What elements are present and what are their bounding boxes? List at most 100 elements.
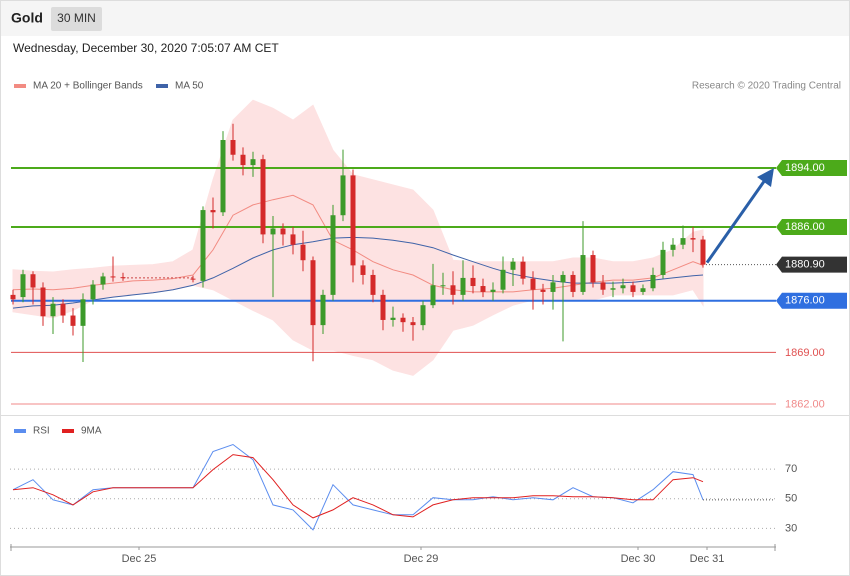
- candle-body[interactable]: [60, 303, 66, 316]
- candle-body[interactable]: [70, 315, 76, 326]
- legend-swatch: [14, 84, 26, 88]
- level-label: 1886.00: [785, 221, 825, 233]
- candle-body[interactable]: [230, 140, 236, 155]
- candle-body[interactable]: [500, 269, 506, 290]
- candle-body[interactable]: [220, 140, 226, 213]
- candle-body[interactable]: [600, 282, 606, 290]
- candle-body[interactable]: [560, 274, 566, 283]
- candle-body[interactable]: [240, 154, 246, 166]
- candle-body[interactable]: [90, 284, 96, 300]
- legend-swatch: [62, 429, 74, 433]
- candle-body[interactable]: [420, 305, 426, 326]
- current-price-tag: [776, 256, 847, 273]
- legend-label: MA 50: [175, 81, 204, 92]
- candle-body[interactable]: [50, 303, 56, 317]
- candle-body[interactable]: [650, 274, 656, 289]
- candle-body[interactable]: [110, 276, 116, 278]
- candle-body[interactable]: [290, 234, 296, 245]
- candle-body[interactable]: [580, 255, 586, 292]
- level-tag: [776, 219, 847, 236]
- y-tick-label: 50: [785, 493, 797, 505]
- candle-body[interactable]: [190, 278, 196, 280]
- candle-body[interactable]: [660, 249, 666, 275]
- candle-body[interactable]: [680, 238, 686, 245]
- candle-body[interactable]: [670, 244, 676, 250]
- candle-body[interactable]: [80, 299, 86, 326]
- candle-body[interactable]: [590, 255, 596, 283]
- x-tick-label: Dec 30: [621, 553, 656, 565]
- candle-body[interactable]: [210, 210, 216, 213]
- candle-body[interactable]: [360, 265, 366, 275]
- candle-body[interactable]: [400, 317, 406, 323]
- candle-body[interactable]: [640, 288, 646, 292]
- candle-body[interactable]: [370, 274, 376, 295]
- candle-body[interactable]: [120, 277, 126, 279]
- moving-average: [12, 194, 704, 293]
- candle-body[interactable]: [490, 289, 496, 292]
- header-bar: [1, 1, 849, 36]
- level-tag: [776, 292, 847, 309]
- candle-body[interactable]: [30, 274, 36, 288]
- y-tick-label: 30: [785, 522, 797, 534]
- candle-body[interactable]: [510, 261, 516, 270]
- candle-body[interactable]: [610, 288, 616, 290]
- x-tick-label: Dec 29: [404, 553, 439, 565]
- indicator-line: [12, 454, 704, 519]
- candle-body[interactable]: [690, 238, 696, 240]
- legend-swatch: [14, 429, 26, 433]
- legend-label: MA 20 + Bollinger Bands: [33, 81, 143, 92]
- candle-body[interactable]: [260, 159, 266, 235]
- candle-body[interactable]: [300, 244, 306, 261]
- y-tick-label: 70: [785, 463, 797, 475]
- moving-average: [12, 236, 704, 309]
- candle-body[interactable]: [620, 285, 626, 289]
- level-label: 1869.00: [785, 347, 825, 359]
- candle-body[interactable]: [270, 228, 276, 235]
- level-label: 1894.00: [785, 162, 825, 174]
- candle-body[interactable]: [250, 159, 256, 166]
- candle-body[interactable]: [320, 294, 326, 326]
- candle-body[interactable]: [380, 294, 386, 320]
- candle-body[interactable]: [540, 289, 546, 292]
- candle-body[interactable]: [340, 175, 346, 216]
- level-tag: [776, 160, 847, 177]
- current-price-label: 1880.90: [785, 259, 825, 271]
- level-label: 1876.00: [785, 295, 825, 307]
- candle-body[interactable]: [430, 285, 436, 306]
- candle-body[interactable]: [100, 276, 106, 285]
- interval-label[interactable]: 30 MIN: [57, 11, 96, 25]
- candle-body[interactable]: [460, 277, 466, 295]
- candle-body[interactable]: [470, 277, 476, 287]
- candle-body[interactable]: [280, 228, 286, 235]
- candle-body[interactable]: [530, 278, 536, 290]
- candle-body[interactable]: [350, 175, 356, 266]
- candle-body[interactable]: [20, 274, 26, 298]
- credit: Research © 2020 Trading Central: [692, 81, 841, 92]
- candle-body[interactable]: [10, 294, 16, 300]
- legend-swatch: [156, 84, 168, 88]
- interval-badge[interactable]: [51, 7, 102, 31]
- legend-label: RSI: [33, 426, 50, 437]
- candle-body[interactable]: [570, 274, 576, 292]
- candle-body[interactable]: [310, 260, 316, 326]
- candle-body[interactable]: [550, 282, 556, 292]
- candle-body[interactable]: [200, 210, 206, 281]
- candle-body[interactable]: [630, 285, 636, 292]
- candle-body[interactable]: [440, 285, 446, 287]
- candle-body[interactable]: [390, 317, 396, 320]
- forecast-arrow: [705, 179, 767, 264]
- candle-body[interactable]: [480, 286, 486, 292]
- candle-body[interactable]: [520, 261, 526, 279]
- forecast-arrowhead: [757, 168, 774, 187]
- candle-body[interactable]: [450, 285, 456, 295]
- legend-label: 9MA: [81, 426, 102, 437]
- candle-body[interactable]: [40, 287, 46, 317]
- candle-body[interactable]: [410, 322, 416, 326]
- timestamp: Wednesday, December 30, 2020 7:05:07 AM …: [13, 41, 279, 55]
- candle-body[interactable]: [700, 239, 706, 265]
- x-tick-label: Dec 25: [122, 553, 157, 565]
- level-label: 1862.00: [785, 398, 825, 410]
- candle-body[interactable]: [330, 215, 336, 295]
